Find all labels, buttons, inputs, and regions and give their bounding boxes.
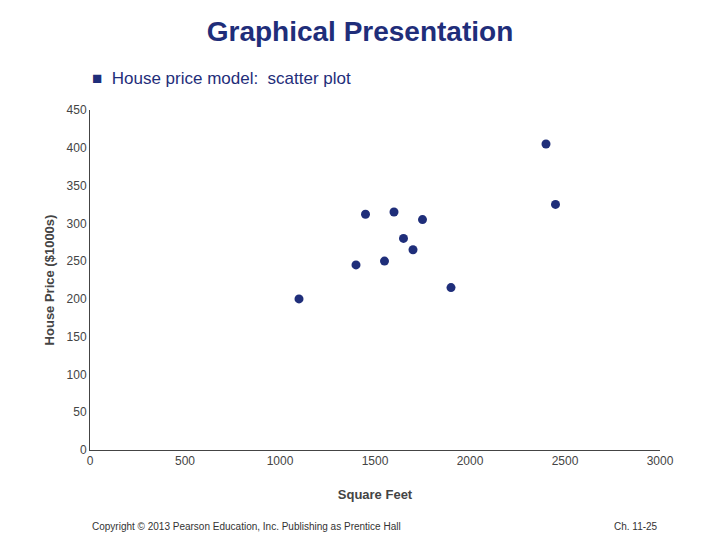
svg-text:House Price ($1000s): House Price ($1000s) — [42, 215, 57, 346]
svg-text:3000: 3000 — [647, 454, 674, 468]
svg-text:400: 400 — [67, 141, 87, 155]
svg-text:■ House price model: scatter: ■ House price model: scatter plot — [92, 69, 351, 88]
svg-text:0: 0 — [87, 454, 94, 468]
svg-text:200: 200 — [67, 292, 87, 306]
svg-text:100: 100 — [67, 368, 87, 382]
svg-text:Graphical Presentation: Graphical Presentation — [207, 16, 514, 47]
svg-text:Ch. 11-25: Ch. 11-25 — [614, 521, 658, 532]
svg-text:Square Feet: Square Feet — [338, 487, 413, 502]
svg-text:Copyright © 2013 Pearson Educa: Copyright © 2013 Pearson Education, Inc.… — [92, 521, 401, 532]
svg-text:1000: 1000 — [267, 454, 294, 468]
svg-text:2500: 2500 — [552, 454, 579, 468]
svg-text:500: 500 — [175, 454, 195, 468]
svg-text:0: 0 — [80, 443, 87, 457]
svg-text:250: 250 — [67, 254, 87, 268]
svg-text:2000: 2000 — [457, 454, 484, 468]
svg-text:50: 50 — [73, 405, 87, 419]
svg-text:150: 150 — [67, 330, 87, 344]
svg-text:1500: 1500 — [362, 454, 389, 468]
svg-text:350: 350 — [67, 179, 87, 193]
svg-text:300: 300 — [67, 217, 87, 231]
svg-text:450: 450 — [67, 103, 87, 117]
